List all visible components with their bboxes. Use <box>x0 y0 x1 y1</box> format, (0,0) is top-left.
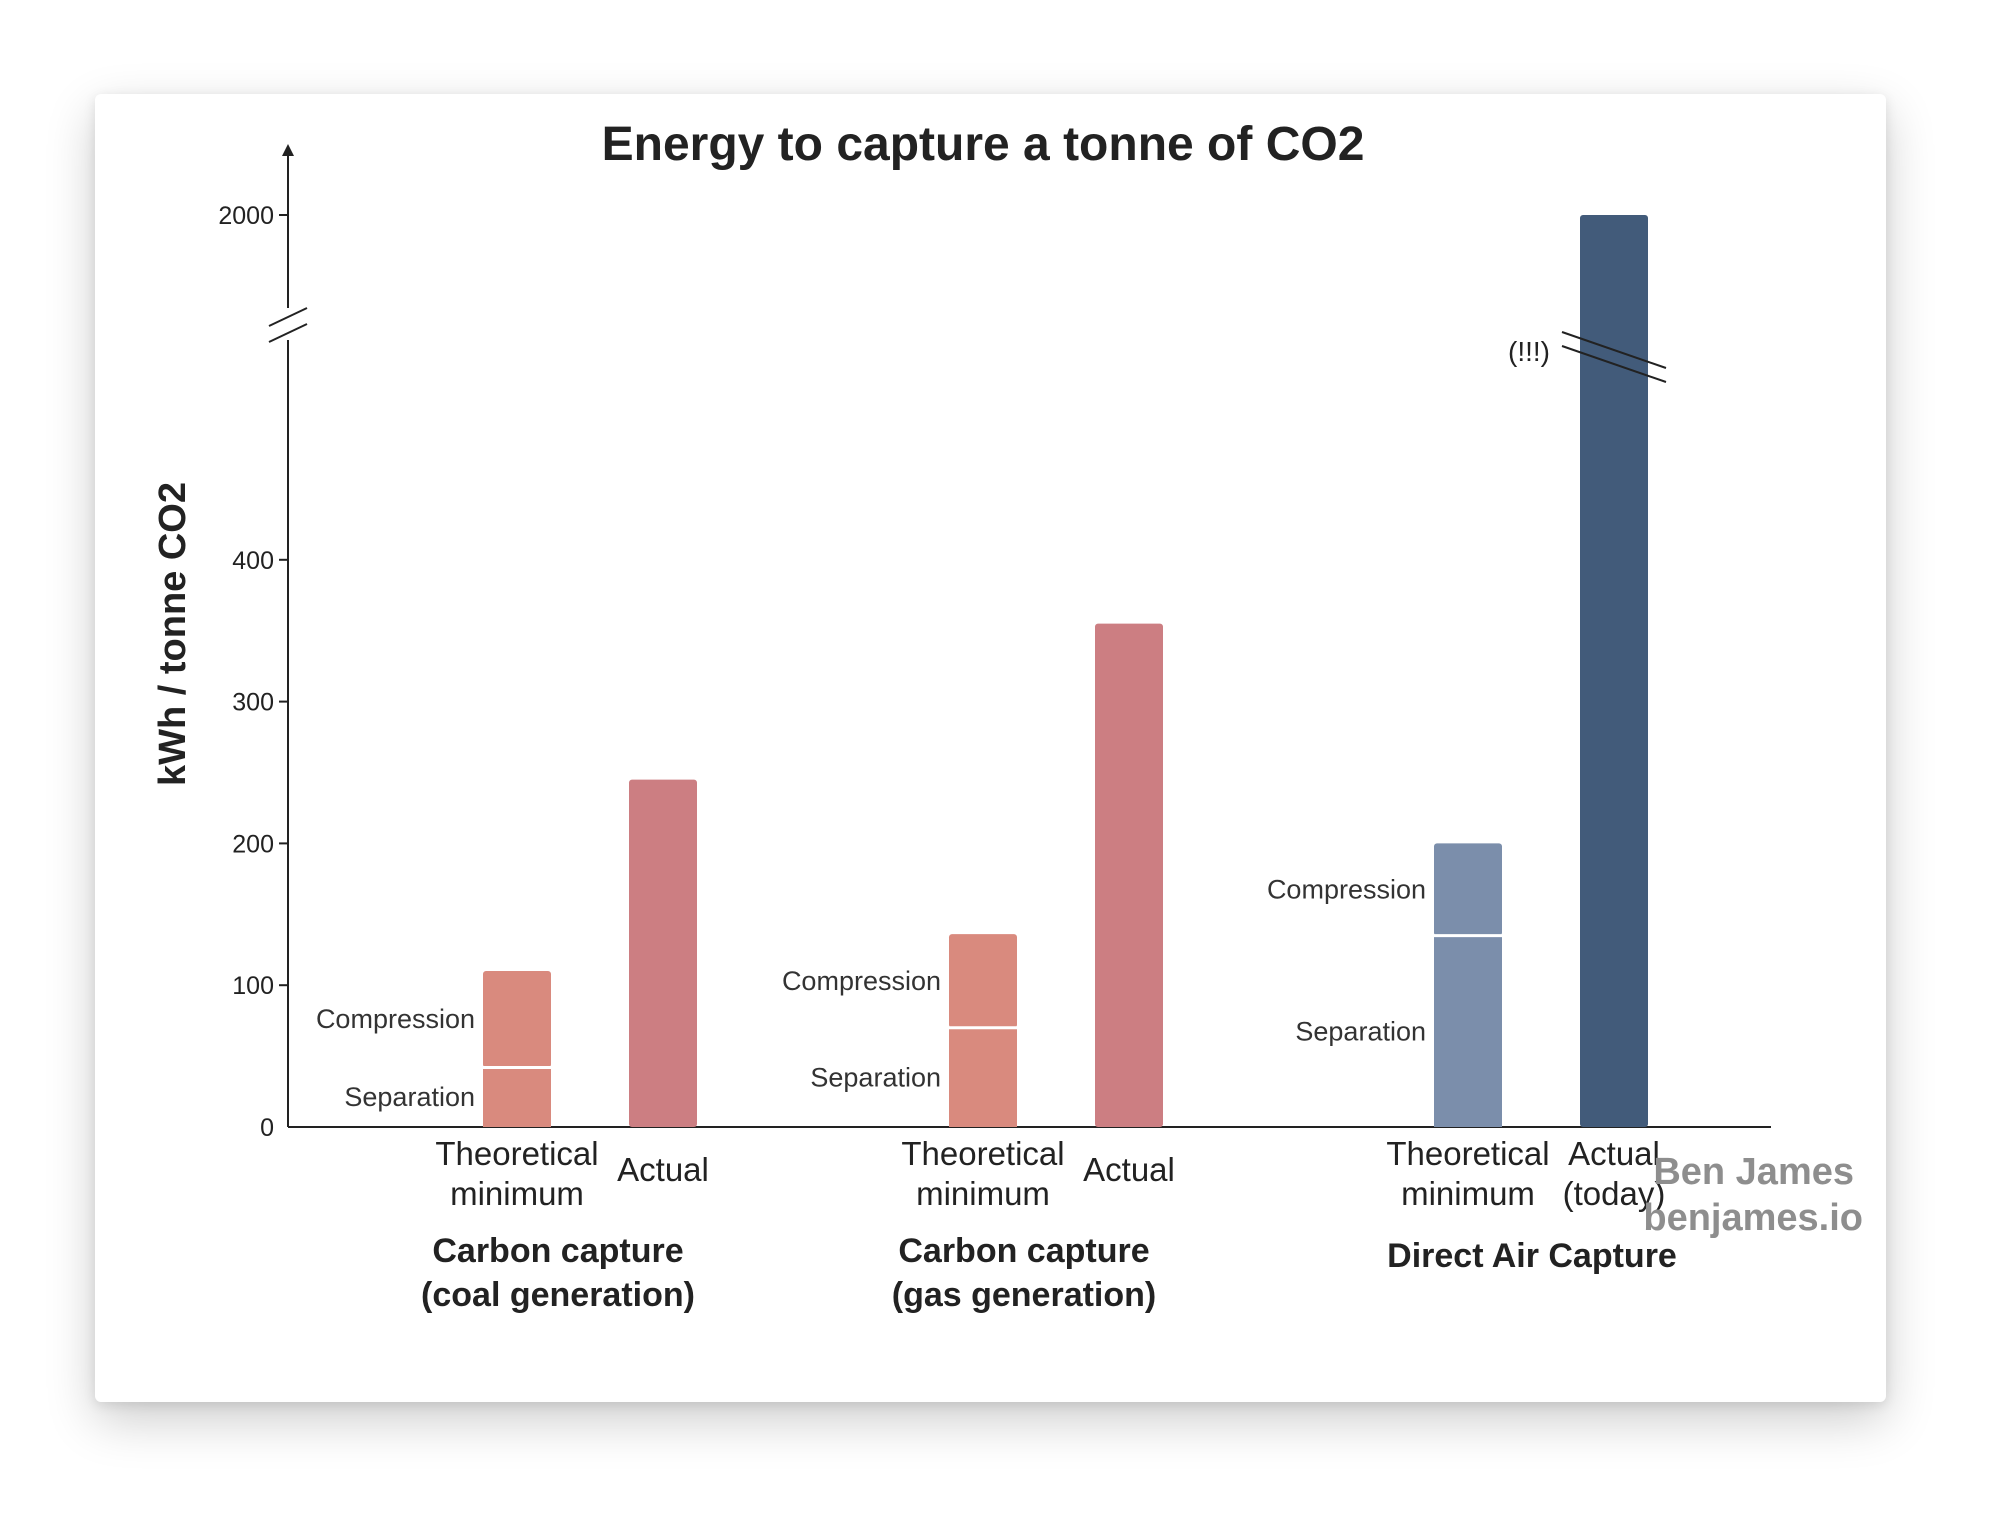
chart-title: Energy to capture a tonne of CO2 <box>602 118 1365 171</box>
segment-label: Separation <box>344 1082 475 1112</box>
y-axis-arrow-icon <box>282 144 294 156</box>
group-label: Carbon capture <box>898 1232 1149 1270</box>
bar-segment <box>483 971 551 1068</box>
chart-svg: Energy to capture a tonne of CO2 kWh / t… <box>152 118 1863 1314</box>
bars <box>483 215 1648 1127</box>
credit-url: benjames.io <box>1643 1197 1863 1239</box>
segment-label: Separation <box>810 1062 941 1092</box>
bar-segment <box>949 1027 1017 1127</box>
segment-label: Compression <box>782 966 941 996</box>
group-label: Carbon capture <box>432 1232 683 1270</box>
category-label: minimum <box>450 1175 584 1212</box>
bar-segment <box>1434 843 1502 936</box>
bar-break-mark <box>1561 345 1667 383</box>
category-label: Actual <box>617 1151 709 1188</box>
labels: SeparationCompressionTheoreticalminimumA… <box>316 331 1677 1314</box>
category-label: Theoretical <box>901 1135 1064 1172</box>
y-tick-label: 400 <box>232 547 274 575</box>
y-tick-label: 0 <box>260 1114 274 1142</box>
category-label: Theoretical <box>1386 1135 1549 1172</box>
annotation-label: (!!!) <box>1508 336 1550 367</box>
segment-label: Compression <box>316 1004 475 1034</box>
bar <box>629 779 697 1127</box>
group-label: (gas generation) <box>892 1276 1156 1314</box>
axis-break-mark <box>268 323 308 343</box>
y-tick-label: 100 <box>232 972 274 1000</box>
y-tick-label: 200 <box>232 830 274 858</box>
bar <box>1095 623 1163 1127</box>
bar-segment <box>949 934 1017 1028</box>
chart-card: Energy to capture a tonne of CO2 kWh / t… <box>95 94 1886 1402</box>
group-label: Direct Air Capture <box>1387 1237 1677 1275</box>
category-label: minimum <box>916 1175 1050 1212</box>
category-label: Theoretical <box>435 1135 598 1172</box>
bar-break-mark <box>1561 331 1667 369</box>
bar-segment <box>1434 935 1502 1127</box>
category-label: minimum <box>1401 1175 1535 1212</box>
category-label: (today) <box>1563 1175 1666 1212</box>
y-tick-label: 2000 <box>218 202 274 230</box>
category-label: Actual <box>1083 1151 1175 1188</box>
bar-segment <box>483 1067 551 1127</box>
credit-name: Ben James <box>1653 1151 1854 1193</box>
bar <box>1580 215 1648 1127</box>
segment-label: Compression <box>1267 874 1426 904</box>
category-label: Actual <box>1568 1135 1660 1172</box>
axis-break-mark <box>268 307 308 327</box>
credit: Ben James benjames.io <box>1643 1151 1863 1239</box>
y-axis-label: kWh / tonne CO2 <box>152 482 194 786</box>
y-tick-label: 300 <box>232 689 274 717</box>
group-label: (coal generation) <box>421 1276 695 1314</box>
segment-label: Separation <box>1295 1016 1426 1046</box>
